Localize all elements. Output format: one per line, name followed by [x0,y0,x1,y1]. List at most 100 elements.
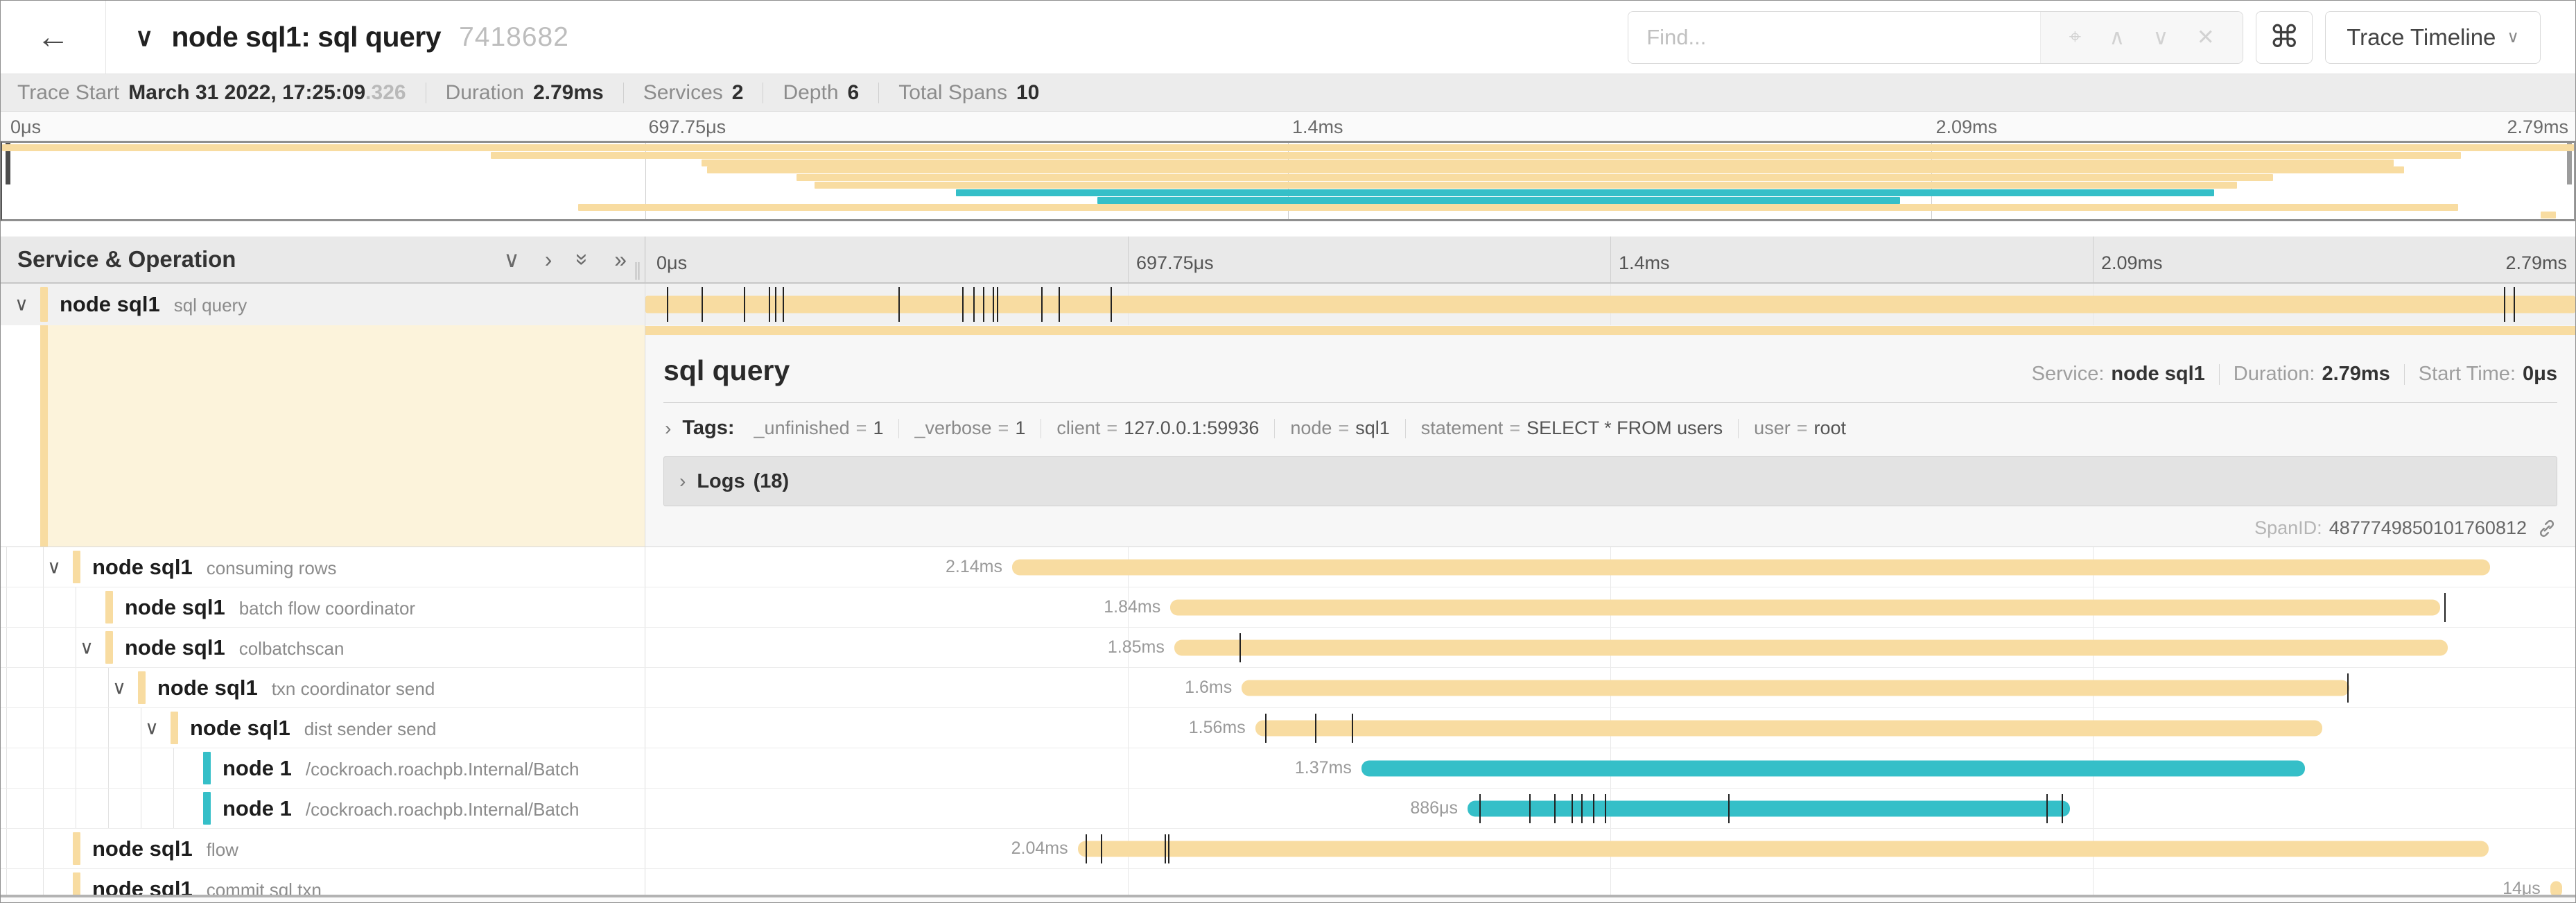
minimap-span[interactable] [2540,212,2557,219]
minimap-span[interactable] [578,204,2459,212]
tags-accordion[interactable]: › Tags: _unfinished = 1 _verbose = 1 client = 12… [663,403,2557,452]
span-name: node sql1 sql query [1,292,247,317]
span-bar[interactable] [645,295,2575,313]
minimap-span[interactable] [706,166,2405,174]
trace-view-selector[interactable]: Trace Timeline ∨ [2325,10,2541,64]
indent-guide [43,628,44,667]
span-bar[interactable] [1170,599,2441,615]
log-marker-tick [2503,287,2505,322]
divider [1274,418,1276,438]
trace-view-label: Trace Timeline [2347,24,2496,50]
chevron-down-icon[interactable]: ∨ [80,637,94,657]
minimap-span[interactable] [1097,196,1900,204]
column-resize-handle[interactable]: ∥ [633,259,642,280]
span-bar[interactable] [1242,680,2350,696]
chevron-down-icon[interactable]: ∨ [15,293,28,315]
minimap-span[interactable] [490,151,2461,159]
span-bar[interactable] [1467,800,2070,816]
span-timeline-cell[interactable]: 2.04ms [645,829,2575,868]
span-detail-title-row: sql query Service: node sql1 Duration: 2… [663,336,2557,403]
log-marker-tick [1058,287,1060,322]
span-timeline-cell[interactable] [645,284,2575,325]
expand-one-icon[interactable]: › [544,247,552,272]
prev-match-icon[interactable]: ∧ [2109,24,2125,49]
span-timeline-cell[interactable]: 1.85ms [645,628,2575,667]
chevron-down-icon[interactable]: ∨ [47,556,61,577]
span-row[interactable]: ∨ node sql1 txn coordinator send 1.6ms [1,668,2575,708]
span-row[interactable]: ∨ node sql1 consuming rows 2.14ms [1,547,2575,587]
back-button[interactable]: ← [1,1,106,74]
span-row[interactable]: ∨ node sql1 dist sender send 1.56ms [1,708,2575,748]
chevron-down-icon[interactable]: ∨ [112,677,126,698]
log-marker-tick [993,287,995,322]
span-tree-item[interactable]: node sql1 flow [1,829,645,868]
locate-icon[interactable]: ⌖ [2069,24,2082,49]
span-bar[interactable] [1361,760,2306,776]
indent-guide [108,748,109,788]
summary-value: 10 [1016,80,1040,104]
span-color-accent [171,712,178,744]
indent-guide [6,748,7,788]
minimap-span[interactable] [797,174,2273,182]
span-operation-name: sql query [173,295,247,316]
span-timeline-cell[interactable]: 1.56ms [645,708,2575,748]
selected-span-subbar[interactable] [645,326,2575,335]
span-operation-name: /cockroach.roachpb.Internal/Batch [305,798,580,820]
span-timeline-cell[interactable]: 2.14ms [645,547,2575,587]
timeline-grid-line [1128,869,1129,902]
collapse-all-icon[interactable]: » [571,253,596,266]
keyboard-shortcuts-button[interactable]: ⌘ [2256,10,2313,64]
span-tree-item[interactable]: ∨ node sql1 txn coordinator send [1,668,645,707]
minimap-span[interactable] [815,182,2237,189]
chevron-down-icon: ∨ [2507,28,2519,46]
span-timeline-cell[interactable]: 1.84ms [645,587,2575,627]
find-input[interactable] [1628,11,2041,63]
span-tree-item[interactable]: ∨ node sql1 colbatchscan [1,628,645,667]
span-name: node sql1 flow [1,836,238,861]
span-tree-item[interactable]: node sql1 batch flow coordinator [1,587,645,627]
trace-minimap[interactable] [1,141,2575,221]
title-area: ∨ node sql1: sql query 7418682 [106,21,569,53]
minimap-span[interactable] [702,159,2394,166]
link-icon[interactable] [2536,518,2557,539]
span-duration-label: 1.84ms [1104,597,1161,617]
clear-search-icon[interactable]: ✕ [2196,24,2215,49]
span-rows: ∨ node sql1 consuming rows 2.14ms node sql1 b… [1,547,2575,902]
collapse-trace-icon[interactable]: ∨ [135,22,154,51]
span-tree-item[interactable]: ∨ node sql1 sql query [1,284,645,325]
span-row[interactable]: ∨ node sql1 colbatchscan 1.85ms [1,628,2575,668]
tag-key: _unfinished [754,418,850,438]
span-row[interactable]: node sql1 batch flow coordinator 1.84ms [1,587,2575,628]
span-bar[interactable] [1174,639,2448,655]
indent-guide [108,708,109,748]
span-timeline-cell[interactable]: 1.6ms [645,668,2575,707]
span-bar[interactable] [1077,841,2489,857]
span-timeline-cell[interactable]: 886μs [645,789,2575,828]
span-tree-item[interactable]: node 1/cockroach.roachpb.Internal/Batch [1,789,645,828]
span-row[interactable]: node sql1 flow 2.04ms [1,829,2575,869]
logs-accordion[interactable]: › Logs (18) [663,456,2557,506]
span-bar[interactable] [1255,720,2323,736]
span-row[interactable]: node 1/cockroach.roachpb.Internal/Batch 1… [1,748,2575,789]
span-bar[interactable] [2550,881,2562,897]
minimap-left-scrubber[interactable] [6,143,10,184]
span-row[interactable]: ∨ node sql1 sql query [1,284,2575,325]
span-tree-item[interactable]: ∨ node sql1 dist sender send [1,708,645,748]
span-tree-item[interactable]: node 1/cockroach.roachpb.Internal/Batch [1,748,645,788]
span-tree-item[interactable]: ∨ node sql1 consuming rows [1,547,645,587]
span-timeline-cell[interactable]: 1.37ms [645,748,2575,788]
minimap-right-scrubber[interactable] [2567,143,2572,184]
indent-guide [173,789,174,828]
minimap-span[interactable] [956,189,2214,196]
span-bar[interactable] [1011,559,2491,575]
chevron-down-icon[interactable]: ∨ [145,717,159,738]
next-match-icon[interactable]: ∨ [2152,24,2169,49]
minimap-span[interactable] [2,144,2574,151]
span-row[interactable]: node 1/cockroach.roachpb.Internal/Batch 8… [1,789,2575,829]
span-color-accent [203,792,211,825]
selected-span-row-slot: ∨ node sql1 sql query [1,284,2575,325]
expand-all-icon[interactable]: » [614,247,627,272]
collapse-one-icon[interactable]: ∨ [503,247,520,272]
find-box: ⌖ ∧ ∨ ✕ [1628,10,2244,64]
